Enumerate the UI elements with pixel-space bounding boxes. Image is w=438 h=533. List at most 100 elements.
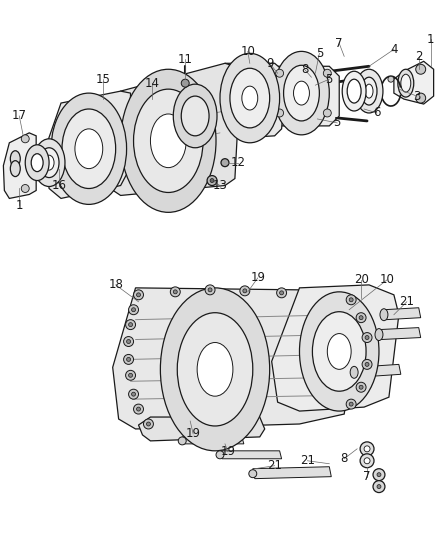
Ellipse shape bbox=[62, 109, 116, 189]
Ellipse shape bbox=[144, 419, 153, 429]
Ellipse shape bbox=[355, 69, 383, 113]
Ellipse shape bbox=[124, 354, 134, 365]
Ellipse shape bbox=[323, 69, 331, 77]
Ellipse shape bbox=[364, 458, 370, 464]
Ellipse shape bbox=[11, 160, 20, 176]
Ellipse shape bbox=[21, 184, 29, 192]
Text: 14: 14 bbox=[145, 77, 160, 90]
Ellipse shape bbox=[210, 179, 214, 182]
Ellipse shape bbox=[373, 481, 385, 492]
Text: 18: 18 bbox=[108, 278, 123, 292]
Ellipse shape bbox=[21, 135, 29, 143]
Text: 15: 15 bbox=[95, 72, 110, 86]
Ellipse shape bbox=[346, 295, 356, 305]
Ellipse shape bbox=[356, 313, 366, 322]
Ellipse shape bbox=[312, 113, 318, 119]
Ellipse shape bbox=[51, 93, 127, 204]
Polygon shape bbox=[379, 328, 421, 340]
Text: 21: 21 bbox=[399, 295, 414, 308]
Text: 7: 7 bbox=[336, 37, 343, 50]
Ellipse shape bbox=[178, 437, 186, 445]
Ellipse shape bbox=[359, 385, 363, 389]
Ellipse shape bbox=[242, 86, 258, 110]
Ellipse shape bbox=[75, 129, 103, 168]
Ellipse shape bbox=[126, 320, 135, 329]
Ellipse shape bbox=[279, 291, 283, 295]
Polygon shape bbox=[182, 437, 244, 444]
Ellipse shape bbox=[323, 109, 331, 117]
Ellipse shape bbox=[11, 151, 20, 167]
Ellipse shape bbox=[365, 362, 369, 366]
Text: 1: 1 bbox=[427, 33, 434, 46]
Ellipse shape bbox=[361, 77, 377, 105]
Ellipse shape bbox=[181, 79, 189, 87]
Text: 8: 8 bbox=[301, 63, 308, 76]
Ellipse shape bbox=[360, 442, 374, 456]
Ellipse shape bbox=[127, 358, 131, 361]
Ellipse shape bbox=[276, 109, 283, 117]
Ellipse shape bbox=[120, 69, 216, 212]
Ellipse shape bbox=[44, 155, 54, 170]
Polygon shape bbox=[265, 66, 339, 126]
Ellipse shape bbox=[170, 287, 180, 297]
Text: 6: 6 bbox=[373, 107, 381, 119]
Ellipse shape bbox=[350, 366, 358, 378]
Ellipse shape bbox=[283, 65, 319, 121]
Ellipse shape bbox=[377, 484, 381, 489]
Polygon shape bbox=[384, 308, 421, 320]
Ellipse shape bbox=[359, 316, 363, 320]
Ellipse shape bbox=[347, 79, 361, 103]
Ellipse shape bbox=[375, 329, 383, 341]
Ellipse shape bbox=[131, 392, 135, 396]
Ellipse shape bbox=[173, 84, 217, 148]
Polygon shape bbox=[101, 63, 240, 196]
Polygon shape bbox=[272, 285, 399, 411]
Ellipse shape bbox=[346, 399, 356, 409]
Ellipse shape bbox=[126, 370, 135, 380]
Text: 1: 1 bbox=[15, 199, 23, 212]
Text: 13: 13 bbox=[212, 179, 227, 192]
Ellipse shape bbox=[124, 336, 134, 346]
Ellipse shape bbox=[208, 288, 212, 292]
Ellipse shape bbox=[197, 343, 233, 396]
Ellipse shape bbox=[173, 290, 177, 294]
Ellipse shape bbox=[33, 139, 65, 187]
Polygon shape bbox=[4, 133, 36, 198]
Ellipse shape bbox=[137, 407, 141, 411]
Text: 16: 16 bbox=[52, 179, 67, 192]
Ellipse shape bbox=[240, 286, 250, 296]
Ellipse shape bbox=[205, 285, 215, 295]
Ellipse shape bbox=[349, 298, 353, 302]
Ellipse shape bbox=[129, 389, 138, 399]
Ellipse shape bbox=[365, 84, 373, 98]
Ellipse shape bbox=[243, 289, 247, 293]
Ellipse shape bbox=[249, 470, 257, 478]
Text: 12: 12 bbox=[230, 156, 245, 169]
Ellipse shape bbox=[277, 288, 286, 298]
Ellipse shape bbox=[160, 288, 270, 451]
Text: 9: 9 bbox=[266, 57, 273, 70]
Text: 8: 8 bbox=[340, 453, 348, 465]
Ellipse shape bbox=[39, 148, 59, 177]
Text: 19: 19 bbox=[250, 271, 265, 285]
Ellipse shape bbox=[356, 382, 366, 392]
Ellipse shape bbox=[134, 404, 144, 414]
Ellipse shape bbox=[131, 308, 135, 312]
Ellipse shape bbox=[416, 64, 426, 74]
Polygon shape bbox=[45, 91, 131, 198]
Polygon shape bbox=[220, 451, 282, 459]
Text: 20: 20 bbox=[353, 273, 368, 286]
Text: 5: 5 bbox=[316, 47, 323, 60]
Ellipse shape bbox=[388, 76, 394, 82]
Ellipse shape bbox=[137, 293, 141, 297]
Ellipse shape bbox=[401, 74, 411, 92]
Ellipse shape bbox=[129, 373, 133, 377]
Ellipse shape bbox=[207, 175, 217, 185]
Ellipse shape bbox=[31, 154, 43, 172]
Ellipse shape bbox=[300, 292, 379, 411]
Text: 11: 11 bbox=[178, 53, 193, 66]
Text: 17: 17 bbox=[12, 109, 27, 123]
Ellipse shape bbox=[364, 446, 370, 452]
Ellipse shape bbox=[362, 359, 372, 369]
Ellipse shape bbox=[134, 89, 203, 192]
